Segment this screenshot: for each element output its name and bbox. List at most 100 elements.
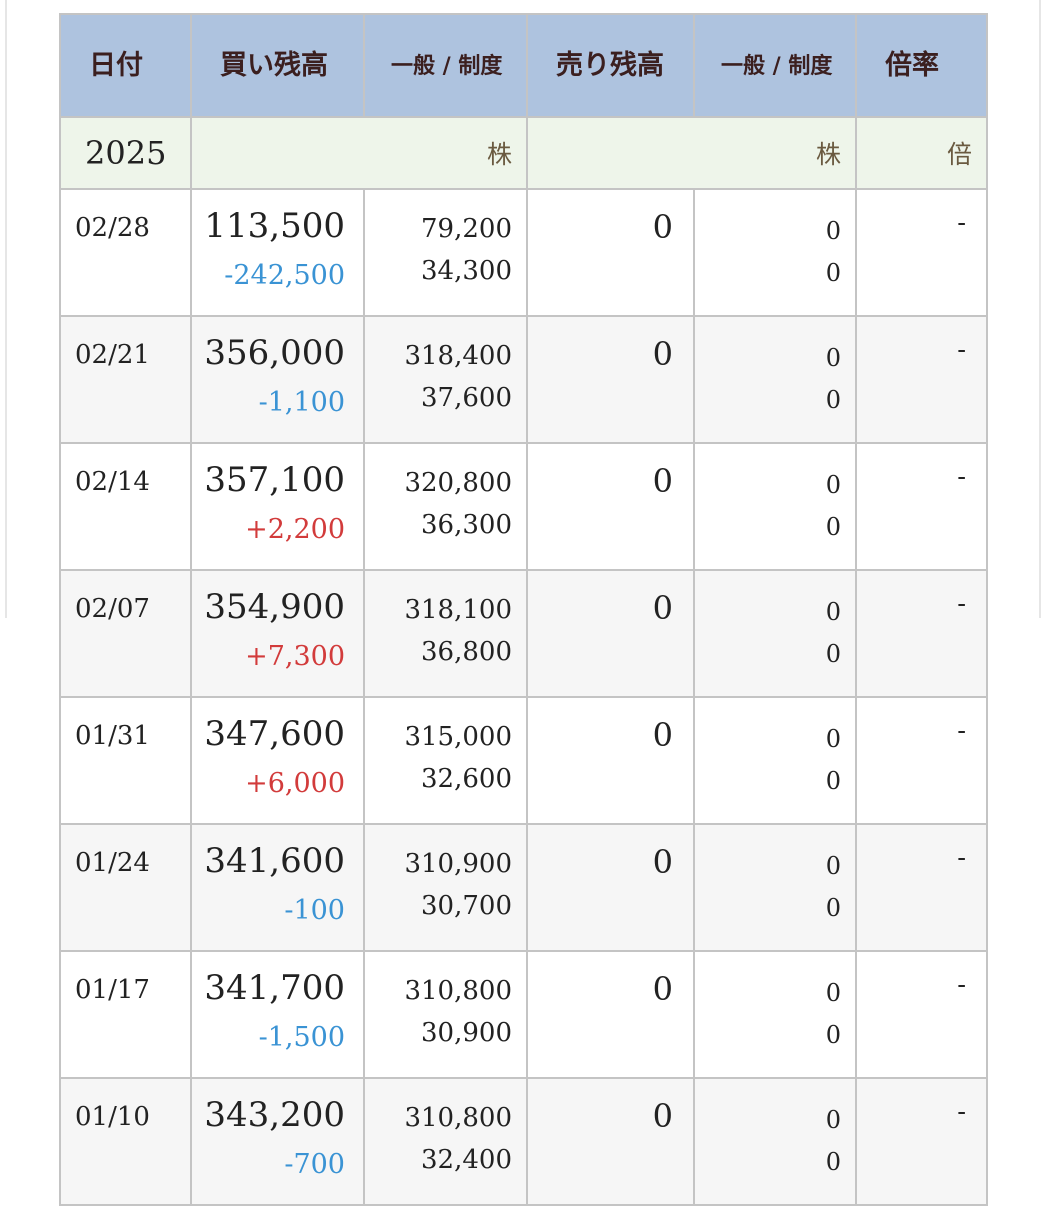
buy-change: +7,300: [245, 641, 345, 672]
sell-balance: 0: [652, 335, 673, 373]
date-cell: 01/31: [59, 696, 192, 825]
header-buy-balance: 買い残高: [190, 13, 365, 118]
ratio-value: -: [957, 1097, 966, 1127]
ratio-cell: -: [855, 442, 988, 571]
buy-system: 34,300: [421, 256, 512, 286]
buy-change: +2,200: [245, 514, 345, 545]
ratio-value: -: [957, 208, 966, 238]
table-row: 01/24 341,600 -100 310,900 30,700 0 0 0-: [59, 823, 988, 952]
buy-breakdown-cell: 318,400 37,600: [363, 315, 528, 444]
row-date: 01/10: [75, 1102, 150, 1132]
buy-cell: 357,100 +2,200: [190, 442, 365, 571]
date-cell: 02/28: [59, 188, 192, 317]
sell-general: 0: [825, 852, 841, 880]
ratio-value: -: [957, 335, 966, 365]
buy-general: 310,800: [404, 976, 512, 1006]
buy-balance: 341,600: [204, 841, 345, 881]
sell-balance: 0: [652, 1097, 673, 1135]
ratio-cell: -: [855, 950, 988, 1079]
buy-breakdown-cell: 310,800 30,900: [363, 950, 528, 1079]
sell-general: 0: [825, 471, 841, 499]
buy-general: 318,100: [404, 595, 512, 625]
ratio-value: -: [957, 970, 966, 1000]
date-cell: 02/14: [59, 442, 192, 571]
sell-balance: 0: [652, 970, 673, 1008]
row-date: 01/24: [75, 848, 150, 878]
sell-general: 0: [825, 725, 841, 753]
sell-balance: 0: [652, 716, 673, 754]
row-date: 02/28: [75, 213, 150, 243]
table-row: 02/14 357,100 +2,200 320,800 36,300 0 0 0-: [59, 442, 988, 571]
buy-balance: 347,600: [204, 714, 345, 754]
header-sell-balance: 売り残高: [526, 13, 695, 118]
date-cell: 01/17: [59, 950, 192, 1079]
buy-breakdown-cell: 320,800 36,300: [363, 442, 528, 571]
sell-cell: 0: [526, 696, 695, 825]
ratio-cell: -: [855, 188, 988, 317]
date-cell: 02/07: [59, 569, 192, 698]
buy-balance: 354,900: [204, 587, 345, 627]
date-cell: 01/10: [59, 1077, 192, 1206]
sell-cell: 0: [526, 950, 695, 1079]
buy-general: 79,200: [421, 214, 512, 244]
buy-general: 310,800: [404, 1103, 512, 1133]
table-row: 02/28 113,500 -242,500 79,200 34,300 0 0 0-: [59, 188, 988, 317]
sell-system: 0: [825, 1021, 841, 1049]
buy-general: 320,800: [404, 468, 512, 498]
buy-general: 318,400: [404, 341, 512, 371]
sell-general: 0: [825, 598, 841, 626]
buy-breakdown-cell: 79,200 34,300: [363, 188, 528, 317]
sell-balance: 0: [652, 462, 673, 500]
sell-system: 0: [825, 767, 841, 795]
table-row: 01/10 343,200 -700 310,800 32,400 0 0 0-: [59, 1077, 988, 1206]
buy-system: 37,600: [421, 383, 512, 413]
row-date: 02/21: [75, 340, 150, 370]
date-cell: 02/21: [59, 315, 192, 444]
buy-cell: 356,000 -1,100: [190, 315, 365, 444]
ratio-cell: -: [855, 823, 988, 952]
sell-system: 0: [825, 513, 841, 541]
sell-cell: 0: [526, 1077, 695, 1206]
header-buy-breakdown: 一般 / 制度: [363, 13, 528, 118]
table-row: 01/31 347,600 +6,000 315,000 32,600 0 0 0-: [59, 696, 988, 825]
buy-breakdown-cell: 315,000 32,600: [363, 696, 528, 825]
sell-system: 0: [825, 386, 841, 414]
buy-change: +6,000: [245, 768, 345, 799]
buy-balance: 343,200: [204, 1095, 345, 1135]
sell-system: 0: [825, 640, 841, 668]
ratio-unit: 倍: [855, 116, 988, 190]
page-edge-right: [1039, 0, 1041, 618]
buy-system: 36,300: [421, 510, 512, 540]
date-cell: 01/24: [59, 823, 192, 952]
buy-unit: 株: [190, 116, 528, 190]
header-date: 日付: [59, 13, 192, 118]
buy-change: -242,500: [224, 260, 345, 291]
buy-cell: 341,600 -100: [190, 823, 365, 952]
sell-general: 0: [825, 344, 841, 372]
margin-balance-table: 日付 買い残高 一般 / 制度 売り残高 一般 / 制度 倍率 2025 株 株…: [59, 13, 988, 1206]
buy-change: -700: [284, 1149, 345, 1180]
sell-system: 0: [825, 894, 841, 922]
table-row: 01/17 341,700 -1,500 310,800 30,900 0 0 0-: [59, 950, 988, 1079]
buy-cell: 347,600 +6,000: [190, 696, 365, 825]
buy-balance: 356,000: [204, 333, 345, 373]
buy-cell: 113,500 -242,500: [190, 188, 365, 317]
buy-change: -1,100: [258, 387, 345, 418]
row-date: 02/07: [75, 594, 150, 624]
buy-balance: 113,500: [204, 206, 345, 246]
buy-breakdown-cell: 310,800 32,400: [363, 1077, 528, 1206]
buy-cell: 354,900 +7,300: [190, 569, 365, 698]
buy-change: -1,500: [258, 1022, 345, 1053]
buy-cell: 341,700 -1,500: [190, 950, 365, 1079]
buy-breakdown-cell: 310,900 30,700: [363, 823, 528, 952]
row-date: 01/31: [75, 721, 150, 751]
ratio-value: -: [957, 589, 966, 619]
ratio-value: -: [957, 462, 966, 492]
table-row: 02/07 354,900 +7,300 318,100 36,800 0 0 0-: [59, 569, 988, 698]
sell-cell: 0: [526, 442, 695, 571]
sell-balance: 0: [652, 843, 673, 881]
